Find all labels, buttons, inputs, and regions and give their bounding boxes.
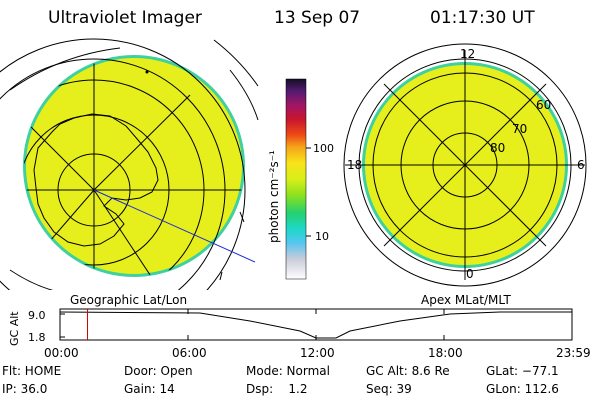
- mlt-label-12: 12: [460, 47, 475, 61]
- status-flight: Flt: HOME: [2, 364, 61, 378]
- altitude-xtick-label: 00:00: [44, 346, 79, 360]
- mlt-lat-label-60: 60: [536, 98, 551, 112]
- altitude-ylabel: GC Alt: [8, 311, 21, 346]
- geo-lat-circle-outer-2: [0, 38, 246, 290]
- time-label: 01:17:30 UT: [430, 8, 535, 28]
- altitude-ytick-label-top: 9.0: [28, 309, 46, 322]
- status-seq: Seq: 39: [366, 382, 412, 396]
- mlt-outer-ring: [343, 43, 587, 287]
- altitude-plot: GC Alt 9.0 1.8 00:00 06:00 12:00 18:00 23:59: [8, 308, 591, 360]
- status-gain: Gain: 14: [124, 382, 175, 396]
- colorbar-gradient: [285, 78, 307, 280]
- geo-outer-coastlines: [9, 39, 259, 290]
- altitude-xtick-label: 23:59: [556, 346, 591, 360]
- orbit-track-line: [93, 189, 256, 263]
- colorbar-tick-label-10: 10: [315, 230, 329, 243]
- mlt-image-panel: 12 18 6 0 60 70 80: [343, 43, 587, 287]
- mlt-label-18: 18: [347, 158, 362, 172]
- status-dsp: Dsp: 1.2: [246, 382, 308, 396]
- geo-meridian-ne: [93, 94, 191, 191]
- mlt-label-6: 6: [577, 158, 585, 172]
- mlt-lat-label-80: 80: [490, 141, 505, 155]
- status-glat: GLat: −77.1: [486, 364, 559, 378]
- colorbar: 100 10 photon cm⁻²s⁻¹: [267, 78, 334, 280]
- mlt-meridian-diag-2: [383, 83, 547, 247]
- mlt-label-0: 0: [466, 267, 474, 281]
- altitude-xtick-label: 18:00: [428, 346, 463, 360]
- altitude-xaxis: 00:00 06:00 12:00 18:00 23:59: [44, 309, 591, 360]
- geo-panel-label: Geographic Lat/Lon: [70, 293, 187, 307]
- geographic-image-panel: [0, 38, 259, 290]
- altitude-curve: [59, 311, 572, 339]
- antarctica-coastline: [33, 113, 159, 247]
- mlt-lat-label-70: 70: [512, 122, 527, 136]
- status-panel: Flt: HOME Door: Open Mode: Normal GC Alt…: [2, 364, 559, 396]
- geo-image-disk: [26, 58, 242, 274]
- date-label: 13 Sep 07: [274, 8, 360, 28]
- status-ip: IP: 36.0: [2, 382, 47, 396]
- geo-meridian-nw: [24, 115, 95, 191]
- geo-island-marker: [145, 70, 149, 74]
- status-door: Door: Open: [124, 364, 193, 378]
- colorbar-tick-label-100: 100: [313, 142, 334, 155]
- altitude-xtick-label: 12:00: [300, 346, 335, 360]
- title: Ultraviolet Imager: [48, 8, 202, 28]
- mlt-panel-label: Apex MLat/MLT: [421, 293, 511, 307]
- status-glon: GLon: 112.6: [486, 382, 559, 396]
- colorbar-unit-label: photon cm⁻²s⁻¹: [267, 150, 281, 243]
- altitude-ytick-label-bottom: 1.8: [28, 331, 46, 344]
- status-gc-alt: GC Alt: 8.6 Re: [366, 364, 450, 378]
- status-mode: Mode: Normal: [246, 364, 330, 378]
- altitude-xtick-label: 06:00: [172, 346, 207, 360]
